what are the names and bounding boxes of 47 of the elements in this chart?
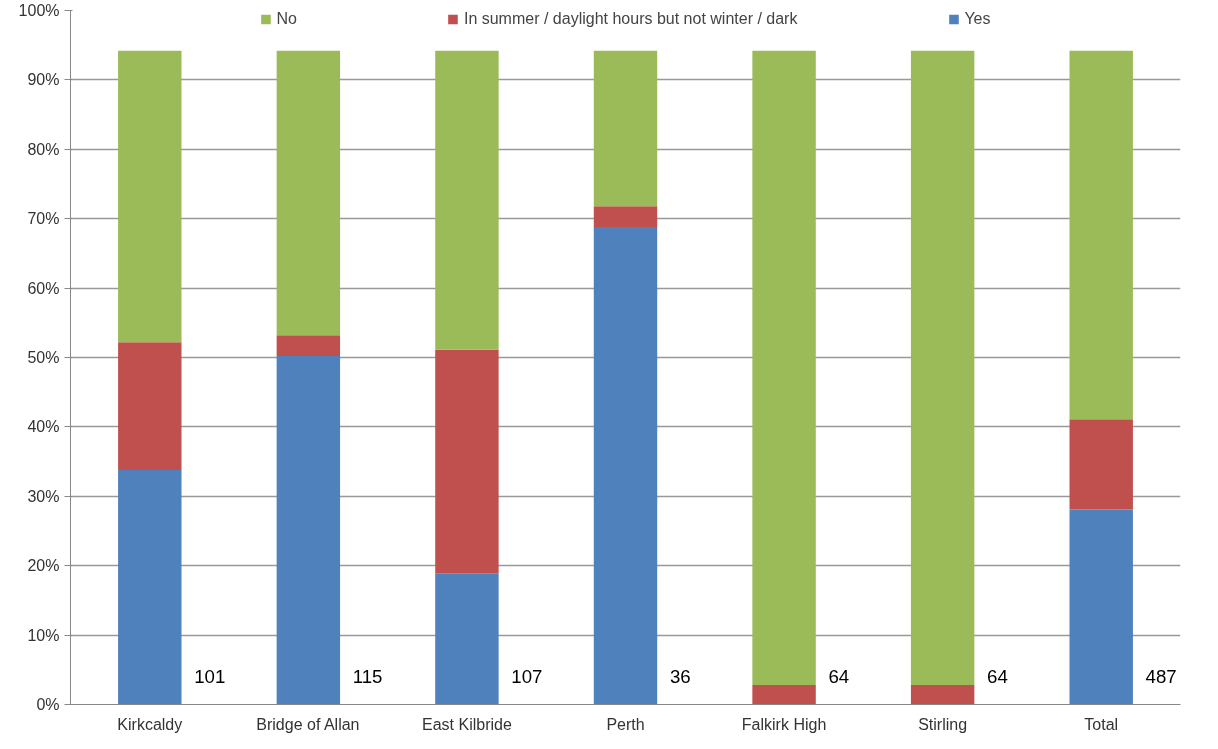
bar <box>118 50 182 343</box>
y-tick-label: 100% <box>18 2 60 19</box>
legend-label: No <box>276 10 297 28</box>
x-tick-label: Total <box>1084 715 1119 733</box>
y-tick-label: 80% <box>27 140 60 158</box>
bar <box>118 469 182 705</box>
x-tick-label: Falkirk High <box>741 715 827 733</box>
x-tick-label: Bridge of Allan <box>256 715 360 733</box>
bar <box>1069 50 1133 420</box>
y-tick-label: 60% <box>27 279 60 297</box>
y-tick-label: 40% <box>27 418 60 436</box>
y-tick-label: 70% <box>27 210 60 228</box>
annotation: 107 <box>511 666 543 688</box>
y-tick-label: 0% <box>36 696 60 713</box>
bar <box>593 50 658 207</box>
bar <box>752 50 816 686</box>
y-tick-label: 20% <box>27 557 60 575</box>
y-tick-label: 50% <box>27 349 60 366</box>
legend-label: In summer / daylight hours but not winter / dark <box>463 10 798 28</box>
bar <box>1069 419 1133 510</box>
bar <box>435 50 499 350</box>
annotation: 36 <box>669 666 691 688</box>
bar <box>435 573 499 705</box>
bar <box>276 50 341 336</box>
annotation: 115 <box>352 666 383 688</box>
x-tick-label: Kirkcaldy <box>117 715 183 733</box>
annotation: 487 <box>1145 666 1177 688</box>
bar <box>752 685 816 705</box>
bar <box>593 227 658 705</box>
bar <box>1069 509 1133 705</box>
bar <box>435 349 499 574</box>
annotation: 101 <box>194 666 226 688</box>
bar <box>118 342 182 470</box>
bar <box>276 335 341 357</box>
x-tick-label: East Kilbride <box>422 715 512 733</box>
bar <box>593 206 658 228</box>
bar <box>910 50 975 686</box>
x-tick-label: Stirling <box>918 715 968 733</box>
annotation: 64 <box>987 666 1008 688</box>
y-tick-label: 30% <box>27 487 60 505</box>
y-tick-label: 10% <box>27 626 60 644</box>
annotation: 64 <box>828 666 850 688</box>
bar <box>276 356 341 705</box>
x-tick-label: Perth <box>606 715 645 733</box>
y-tick-label: 90% <box>27 71 60 89</box>
legend-label: Yes <box>964 10 991 28</box>
bar <box>910 685 975 705</box>
